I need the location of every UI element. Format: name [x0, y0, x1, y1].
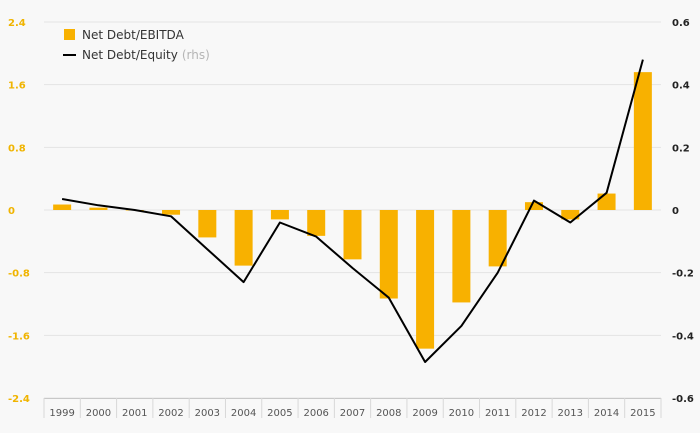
bar-2005	[270, 210, 289, 220]
x-tick-label: 2013	[558, 408, 583, 419]
y-right-tick-label: 0.4	[672, 81, 690, 92]
x-tick-label: 2008	[376, 408, 401, 419]
bar-2000	[89, 207, 108, 210]
x-tick-label: 2007	[340, 408, 365, 419]
y-right-tick-label: 0	[672, 206, 679, 217]
y-left-tick-label: 1.6	[8, 81, 26, 92]
y-left-tick-label: 2.4	[8, 18, 26, 29]
x-tick-label: 2001	[122, 408, 147, 419]
x-tick-label: 2003	[195, 408, 220, 419]
y-left-tick-label: -1.6	[8, 331, 30, 342]
x-tick-label: 2006	[303, 408, 328, 419]
x-tick-label: 2014	[594, 408, 619, 419]
bar-2013	[561, 210, 580, 220]
bar-2011	[488, 210, 507, 267]
x-tick-label: 2002	[158, 408, 183, 419]
bar-2002	[162, 210, 181, 215]
y-left-tick-label: 0	[8, 206, 15, 217]
x-tick-label: 2012	[521, 408, 546, 419]
x-tick-label: 1999	[49, 408, 74, 419]
bar-2003	[198, 210, 217, 238]
bar-2015	[633, 72, 652, 210]
x-tick-label: 2015	[630, 408, 655, 419]
legend-label-bar: Net Debt/EBITDA	[82, 28, 185, 42]
y-left-tick-label: -2.4	[8, 394, 30, 405]
y-right-tick-label: 0.6	[672, 18, 690, 29]
y-left-tick-label: -0.8	[8, 269, 30, 280]
x-tick-label: 2004	[231, 408, 256, 419]
x-tick-label: 2000	[86, 408, 111, 419]
axes: 2.4 0.6 1.6 0.4 0.8 0.2 0 0 -0.8 -0.2 -1.6 -0.4 -2.4…	[8, 18, 694, 419]
legend-swatch-bar	[64, 29, 75, 40]
bar-2004	[234, 210, 253, 266]
bar-2010	[452, 210, 471, 303]
bar-series	[53, 72, 652, 349]
net-debt-equity-line	[61, 59, 644, 363]
line-series	[61, 59, 644, 363]
bar-2008	[379, 210, 398, 299]
bar-2009	[416, 210, 435, 349]
bar-2012	[524, 202, 543, 210]
x-tick-label: 2011	[485, 408, 510, 419]
legend-label-line-aside: (rhs)	[182, 48, 210, 62]
bar-1999	[53, 204, 72, 210]
y-right-tick-label: -0.6	[672, 394, 694, 405]
bar-2007	[343, 210, 362, 260]
legend: Net Debt/EBITDA Net Debt/Equity (rhs)	[63, 28, 210, 62]
x-tick-label: 2005	[267, 408, 292, 419]
bar-2014	[597, 193, 616, 210]
x-tick-label: 2009	[412, 408, 437, 419]
legend-label-line: Net Debt/Equity (rhs)	[82, 48, 210, 62]
y-right-tick-label: -0.4	[672, 331, 694, 342]
bar-2006	[307, 210, 326, 236]
x-tick-label: 2010	[449, 408, 474, 419]
y-right-tick-label: 0.2	[672, 143, 690, 154]
y-right-tick-label: -0.2	[672, 269, 694, 280]
y-left-tick-label: 0.8	[8, 143, 26, 154]
legend-label-line-name: Net Debt/Equity	[82, 48, 178, 62]
